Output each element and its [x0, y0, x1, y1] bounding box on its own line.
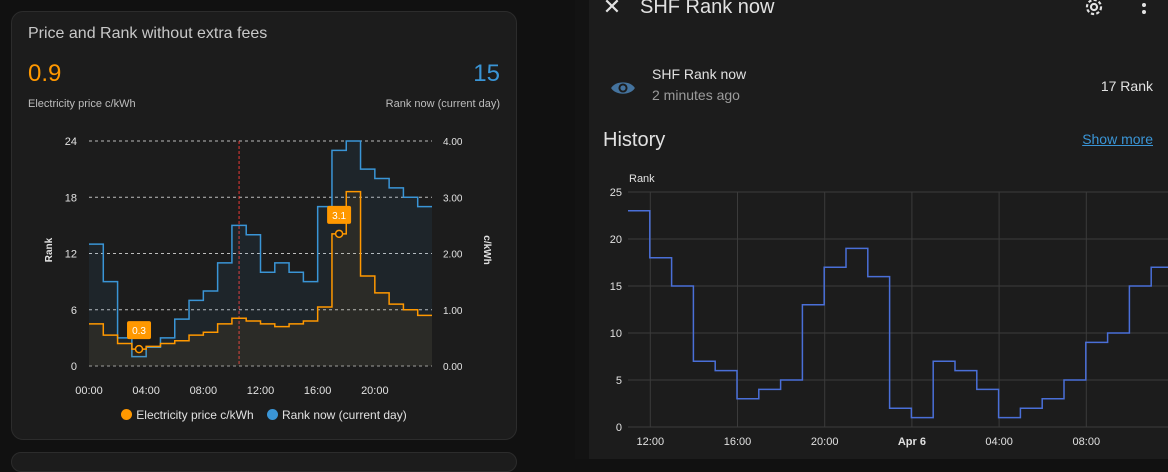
- y-left-tick: 12: [65, 249, 77, 261]
- card-title: Price and Rank without extra fees: [28, 25, 268, 42]
- x-tick: 04:00: [132, 385, 160, 397]
- history-title: History: [603, 129, 666, 151]
- dialog-backdrop-strip: [575, 0, 589, 459]
- annotation-point: [334, 229, 344, 239]
- y-left-tick: 24: [65, 136, 77, 148]
- close-icon[interactable]: ✕: [602, 0, 622, 19]
- y-right-tick: 4.00: [443, 137, 463, 148]
- annotation-label: 3.1: [332, 211, 346, 222]
- y-right-tick: 3.00: [443, 193, 463, 204]
- y-right-tick: 0.00: [443, 362, 463, 373]
- price-area: [89, 191, 432, 366]
- y-left-tick: 18: [65, 192, 77, 204]
- y-right-tick: 2.00: [443, 250, 463, 261]
- annotation-box: [327, 205, 352, 224]
- x-tick: 08:00: [1073, 436, 1101, 448]
- y-left-tick: 0: [71, 361, 77, 373]
- legend-rank[interactable]: Rank now (current day): [266, 408, 407, 422]
- eye-icon: [611, 82, 635, 94]
- price-rank-chart: 0 6 12 18 24 0.00 1.00 2.00 3.00 4.00 Rank c/kWh 00:…: [44, 136, 492, 397]
- history-series-line: [628, 210, 1168, 419]
- history-chart: Rank 0 5 10 15 20 25 12:00 16:00 20:00 Apr 6 04:00 0…: [610, 173, 1168, 448]
- legend-price-dot: [121, 409, 133, 420]
- y-left-axis-label: Rank: [44, 237, 55, 262]
- annotation-box: [127, 321, 152, 340]
- x-tick: 16:00: [304, 385, 332, 397]
- y-tick: 15: [610, 281, 622, 293]
- y-tick: 20: [610, 234, 622, 246]
- legend-rank-dot: [266, 409, 278, 420]
- entity-state: 17 Rank: [1100, 78, 1153, 94]
- y-tick: 25: [610, 187, 622, 199]
- y-right-tick: 1.00: [443, 306, 463, 317]
- y-tick: 0: [616, 422, 622, 434]
- x-tick: 00:00: [75, 385, 103, 397]
- entity-last-changed: 2 minutes ago: [652, 87, 740, 103]
- more-vert-icon[interactable]: [1134, 0, 1154, 20]
- legend-price-label: Electricity price c/kWh: [136, 408, 254, 422]
- y-tick: 5: [616, 375, 622, 387]
- x-tick: 16:00: [724, 436, 752, 448]
- next-card: [11, 452, 517, 472]
- rank-value[interactable]: 15: [473, 60, 500, 87]
- x-tick: 12:00: [247, 385, 275, 397]
- dialog-title: SHF Rank now: [640, 0, 775, 18]
- x-tick: 04:00: [985, 436, 1013, 448]
- legend-price[interactable]: Electricity price c/kWh: [121, 408, 254, 422]
- y-axis-label: Rank: [629, 173, 655, 185]
- legend-rank-label: Rank now (current day): [281, 408, 407, 422]
- price-series-line: [89, 190, 432, 350]
- y-right-axis-label: c/kWh: [481, 235, 492, 264]
- entity-name[interactable]: SHF Rank now: [652, 66, 747, 82]
- price-rank-card[interactable]: 0 6 12 18 24 0.00 1.00 2.00 3.00 4.00 Rank c/kWh 00:…: [11, 11, 517, 440]
- x-tick: Apr 6: [898, 436, 926, 448]
- gear-icon[interactable]: [1081, 0, 1107, 20]
- more-info-dialog: ✕ SHF Rank now SHF Rank now 2 minutes ag…: [589, 0, 1168, 459]
- x-tick: 12:00: [637, 436, 665, 448]
- price-label: Electricity price c/kWh: [28, 98, 136, 110]
- annotation-label: 0.3: [132, 326, 146, 337]
- annotation-point: [134, 344, 144, 354]
- price-value[interactable]: 0.9: [28, 60, 62, 87]
- show-more-link[interactable]: Show more: [1082, 131, 1153, 147]
- x-tick: 20:00: [361, 385, 389, 397]
- x-tick: 08:00: [190, 385, 218, 397]
- rank-label: Rank now (current day): [385, 98, 500, 110]
- x-tick: 20:00: [811, 436, 839, 448]
- chart-legend: Electricity price c/kWh Rank now (curren…: [12, 408, 516, 422]
- y-left-tick: 6: [71, 305, 77, 317]
- y-tick: 10: [610, 328, 622, 340]
